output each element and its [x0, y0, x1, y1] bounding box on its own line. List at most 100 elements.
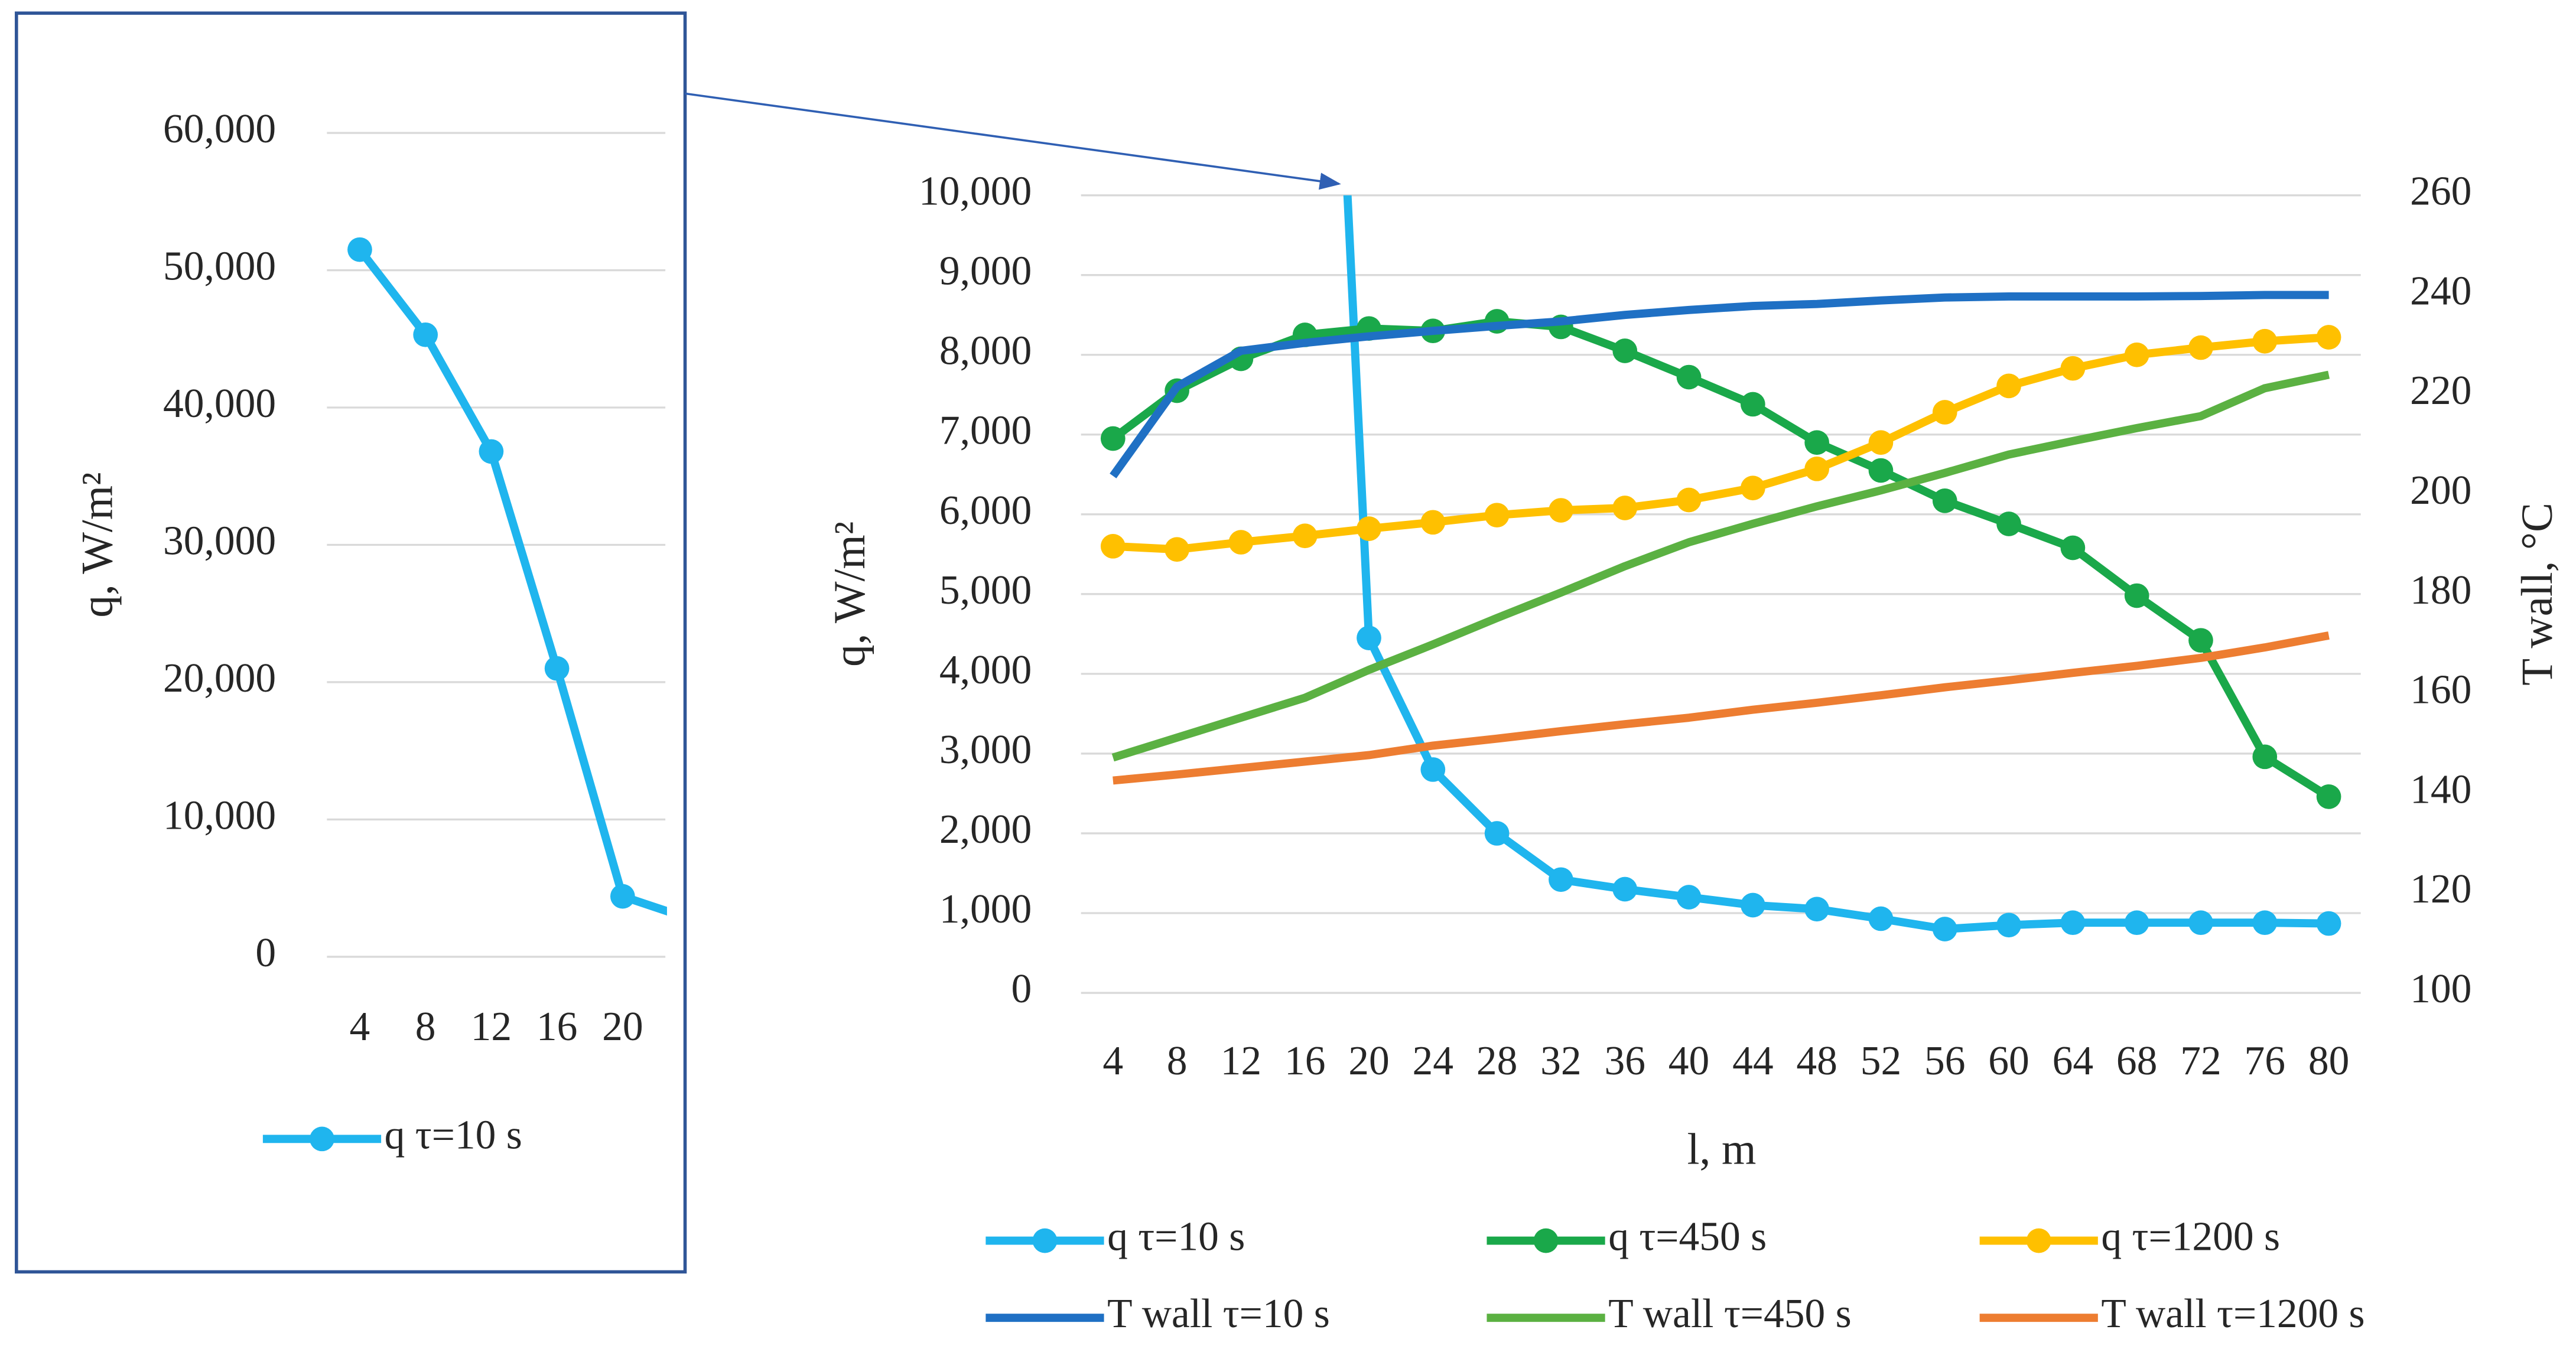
- y2-tick-label: 220: [2410, 368, 2471, 413]
- x-tick-label: 8: [1167, 1038, 1188, 1084]
- y-tick-label: 8,000: [939, 328, 1032, 374]
- data-point: [2316, 911, 2341, 936]
- data-point: [1740, 392, 1765, 417]
- legend-marker: [310, 1126, 334, 1152]
- y-tick-label: 5,000: [939, 568, 1032, 613]
- y-tick-label: 3,000: [939, 727, 1032, 773]
- data-point: [2316, 784, 2341, 809]
- data-point: [1676, 364, 1702, 390]
- y-tick-label: 0: [255, 930, 276, 976]
- data-point: [1804, 897, 1830, 922]
- y-tick-label: 40,000: [163, 381, 276, 426]
- y-tick-label: 0: [1011, 966, 1032, 1012]
- x-tick-label: 80: [2308, 1038, 2350, 1084]
- y-tick-label: 1,000: [939, 887, 1032, 932]
- y-tick-label: 20,000: [163, 656, 276, 701]
- legend-label: T wall τ=10 s: [1107, 1291, 1330, 1337]
- plot-area: [347, 237, 667, 916]
- data-point: [347, 237, 372, 262]
- x-tick-label: 16: [536, 1004, 578, 1050]
- series-line: [1110, 317, 2331, 800]
- data-point: [2252, 328, 2278, 354]
- data-point: [1676, 885, 1702, 910]
- data-point: [1740, 892, 1765, 918]
- data-point: [1868, 906, 1894, 931]
- data-point: [1932, 488, 1957, 513]
- series-line: [1111, 370, 2330, 762]
- data-point: [1996, 511, 2021, 536]
- x-tick-label: 28: [1476, 1038, 1518, 1084]
- data-point: [1996, 373, 2021, 399]
- x-tick-label: 64: [2053, 1038, 2094, 1084]
- data-point: [1420, 757, 1446, 782]
- data-point: [1165, 537, 1189, 562]
- x-tick-label: 12: [1221, 1038, 1262, 1084]
- x-tick-label: 36: [1604, 1038, 1645, 1084]
- inset-frame: [15, 11, 687, 1274]
- data-point: [2124, 583, 2149, 608]
- x-tick-label: 40: [1668, 1038, 1710, 1084]
- x-tick-label: 24: [668, 1004, 709, 1050]
- data-point: [544, 656, 570, 681]
- data-point: [479, 439, 504, 464]
- legend-label: q τ=10 s: [1107, 1214, 1245, 1260]
- x-tick-label: 24: [1413, 1038, 1454, 1084]
- y2-tick-label: 200: [2410, 468, 2471, 513]
- legend-label: T wall τ=450 s: [1608, 1291, 1851, 1337]
- x-tick-label: 4: [1102, 1038, 1123, 1084]
- data-point: [1804, 430, 1830, 455]
- data-point: [1100, 426, 1126, 451]
- y-tick-label: 30,000: [163, 518, 276, 563]
- y2-tick-label: 260: [2410, 169, 2471, 214]
- data-point: [1100, 533, 1126, 559]
- data-point: [1868, 458, 1894, 483]
- x-tick-label: 20: [1348, 1038, 1390, 1084]
- series-line: [1343, 195, 2329, 933]
- x-tick-label: 60: [1988, 1038, 2029, 1084]
- data-point: [1932, 917, 1957, 941]
- legend-label: q τ=1200 s: [2101, 1214, 2280, 1260]
- y-tick-label: 6,000: [939, 488, 1032, 533]
- data-point: [1868, 430, 1894, 455]
- x-tick-label: 44: [1732, 1038, 1774, 1084]
- data-point: [2188, 335, 2213, 360]
- y2-tick-label: 100: [2410, 966, 2471, 1012]
- data-point: [2188, 628, 2213, 653]
- data-point: [1228, 530, 1254, 555]
- x-tick-label: 56: [1924, 1038, 1966, 1084]
- data-point: [1549, 498, 1573, 523]
- data-point: [2124, 910, 2149, 936]
- y-tick-label: 9,000: [939, 249, 1032, 294]
- y-tick-label: 60,000: [163, 106, 276, 152]
- series-line: [356, 247, 667, 916]
- data-point: [1676, 487, 1702, 513]
- legend-label: T wall τ=1200 s: [2101, 1291, 2364, 1337]
- legend-marker: [2026, 1228, 2051, 1253]
- x-tick-label: 4: [350, 1004, 370, 1050]
- x-tick-label: 76: [2245, 1038, 2286, 1084]
- x-tick-label: 20: [602, 1004, 643, 1050]
- y2-tick-label: 160: [2410, 667, 2471, 713]
- plot-area: [1100, 195, 2341, 941]
- y2-tick-label: 180: [2410, 568, 2471, 613]
- data-point: [1484, 503, 1510, 527]
- legend-label: q τ=10 s: [385, 1112, 522, 1158]
- legend-marker: [1032, 1228, 1058, 1253]
- data-point: [2060, 535, 2086, 561]
- data-point: [2188, 910, 2213, 936]
- data-point: [2060, 910, 2086, 936]
- y2-axis-title: T wall, °C: [2513, 503, 2562, 686]
- series-line: [1113, 333, 2330, 554]
- series-line: [1113, 631, 2330, 785]
- x-tick-labels: 4 8 12 16 20 24: [350, 1004, 709, 1050]
- data-point: [2316, 325, 2341, 350]
- x-tick-label: 8: [415, 1004, 436, 1050]
- x-tick-label: 12: [471, 1004, 512, 1050]
- y-axis-title: q, W/m²: [825, 522, 874, 667]
- y-tick-label: 10,000: [919, 169, 1032, 214]
- y2-tick-label: 140: [2410, 767, 2471, 812]
- y-tick-label: 10,000: [163, 793, 276, 838]
- y2-tick-label: 240: [2410, 268, 2471, 314]
